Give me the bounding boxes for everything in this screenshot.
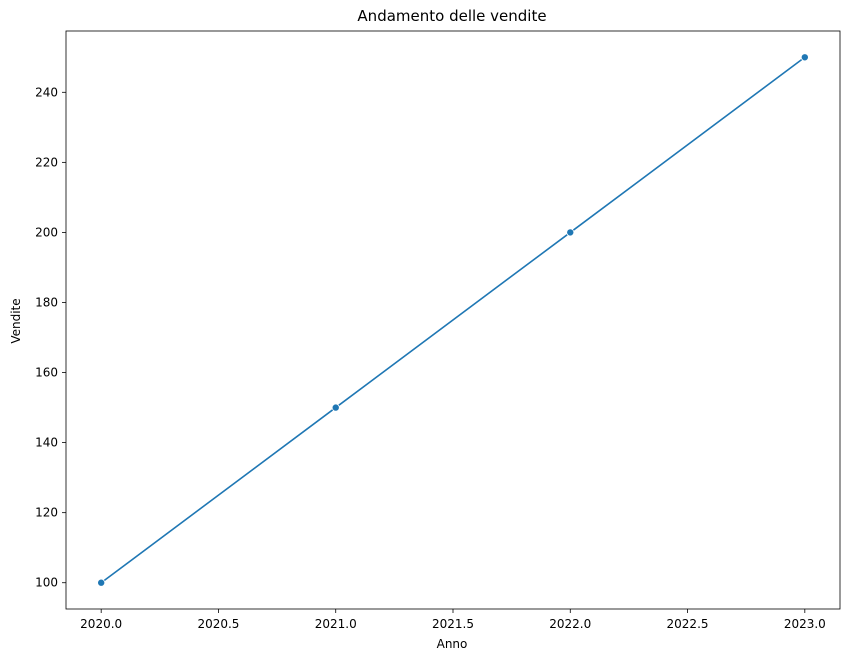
data-point [800,53,809,62]
x-tick-label: 2023.0 [784,617,826,631]
data-point [331,403,340,412]
x-tick-label: 2021.5 [432,617,474,631]
data-point [97,578,106,587]
x-tick-label: 2020.0 [80,617,122,631]
plot-area: 2020.0 2020.5 2021.0 2021.5 2022.0 2022.5 2023… [35,30,841,631]
series-line [100,56,806,584]
y-tick-label: 180 [35,295,58,309]
chart-title: Andamento delle vendite [357,7,546,25]
x-tick-label: 2021.0 [315,617,357,631]
x-tick-label: 2022.5 [667,617,709,631]
y-tick-label: 240 [35,85,58,99]
x-axis-label: Anno [437,637,468,651]
y-tick-label: 160 [35,366,58,380]
y-tick-label: 220 [35,155,58,169]
y-axis-label: Vendite [9,298,23,343]
y-tick-label: 120 [35,506,58,520]
x-tick-label: 2022.0 [549,617,591,631]
data-point [566,228,575,237]
x-tick-label: 2020.5 [197,617,239,631]
y-tick-label: 200 [35,225,58,239]
y-tick-label: 140 [35,436,58,450]
y-tick-label: 100 [35,576,58,590]
